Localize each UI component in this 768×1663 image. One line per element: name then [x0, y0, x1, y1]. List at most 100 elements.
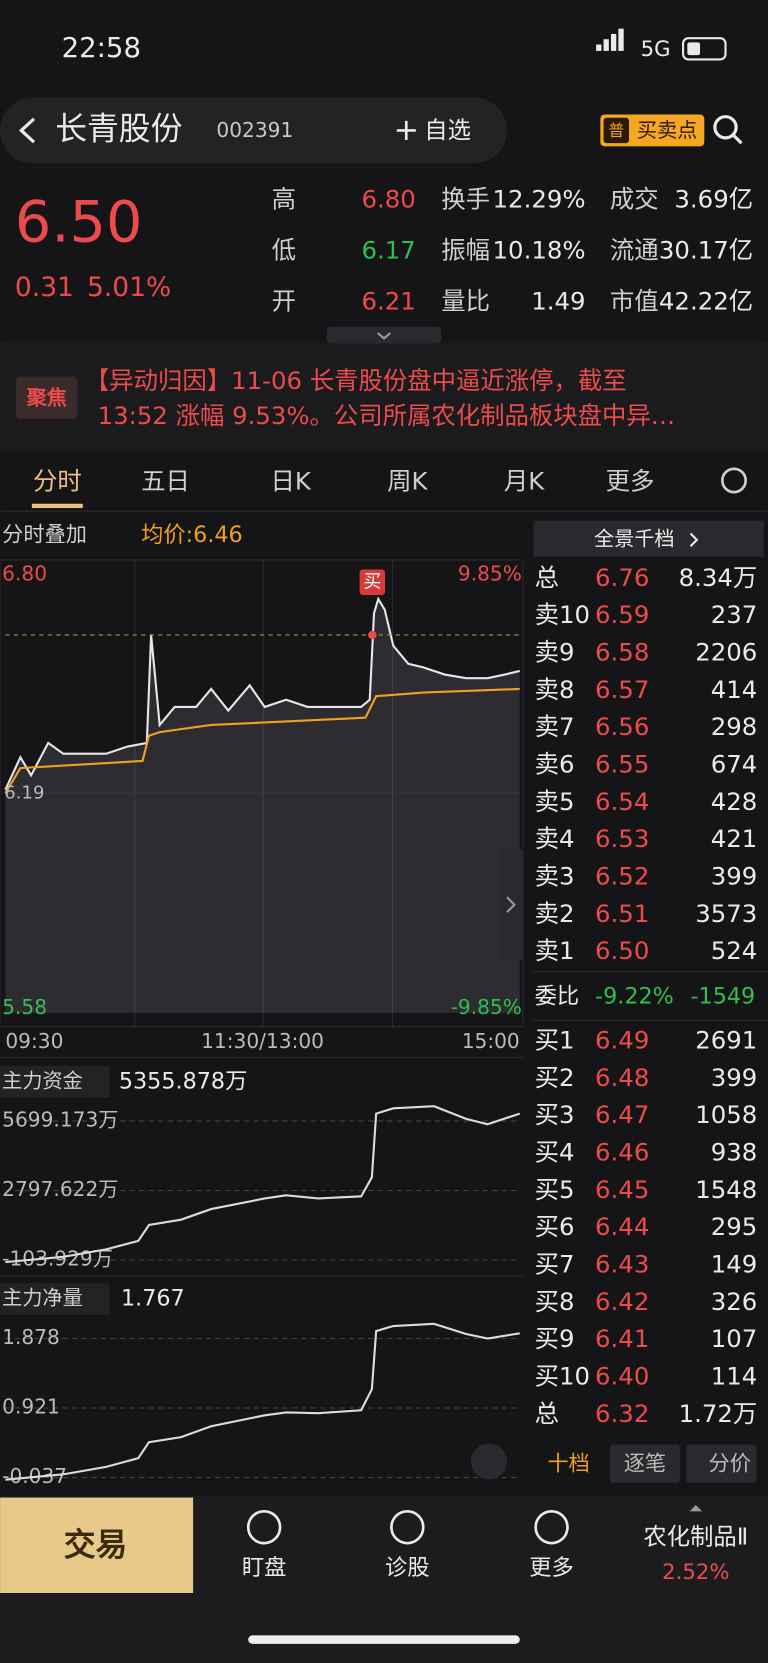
- signal-label: 买: [363, 571, 381, 592]
- prev-close-label: 6.19: [4, 782, 44, 803]
- book-price: 6.45: [595, 1175, 649, 1204]
- book-price: 6.52: [595, 862, 649, 891]
- nav-icon[interactable]: [534, 1510, 569, 1545]
- book-volume: 524: [711, 936, 758, 965]
- signal-badge: [359, 569, 386, 595]
- book-price: 6.59: [595, 600, 649, 629]
- overlay-button: 分时叠加: [2, 523, 87, 548]
- settings-icon[interactable]: [721, 467, 747, 494]
- tab[interactable]: 分时: [33, 467, 82, 496]
- tab[interactable]: 周K: [387, 467, 428, 496]
- badge-label: 买卖点: [637, 118, 697, 142]
- book-tab[interactable]: 逐笔: [624, 1452, 666, 1477]
- tab[interactable]: 五日: [141, 467, 190, 496]
- plus-icon[interactable]: [396, 120, 416, 140]
- panel-value: 5355.878万: [119, 1068, 248, 1094]
- fullscreen-button[interactable]: [470, 1443, 508, 1480]
- nav-label[interactable]: 更多: [529, 1555, 574, 1581]
- battery: [682, 37, 727, 61]
- expand-tab[interactable]: [498, 848, 523, 961]
- nav-label[interactable]: 诊股: [385, 1555, 430, 1581]
- trade-label[interactable]: 交易: [64, 1525, 128, 1563]
- change: 0.31: [15, 272, 74, 303]
- dropdown-box[interactable]: [0, 1065, 110, 1098]
- book-label: 卖5: [535, 787, 575, 816]
- book-price: 6.56: [595, 712, 649, 741]
- book-label: 卖3: [535, 862, 575, 891]
- book-volume: 1058: [695, 1100, 757, 1129]
- book-label: 买5: [535, 1175, 575, 1204]
- expand-arrow: [506, 896, 516, 913]
- book-title: 全景千档: [594, 526, 675, 550]
- sector-caret: [689, 1504, 703, 1512]
- book-label: 卖4: [535, 824, 575, 853]
- series-line: [4, 596, 521, 791]
- book-price: 6.44: [595, 1212, 649, 1241]
- book-label: 买2: [535, 1063, 575, 1092]
- book-price: 6.53: [595, 824, 649, 853]
- nav-icon[interactable]: [246, 1510, 282, 1545]
- sector-name[interactable]: 农化制品Ⅱ: [643, 1522, 748, 1550]
- battery-level: [687, 42, 701, 56]
- network: 5G: [641, 37, 671, 62]
- book-tab-box[interactable]: [686, 1444, 757, 1483]
- book-tab-box[interactable]: [609, 1444, 680, 1483]
- ratio-diff: -1549: [691, 983, 756, 1009]
- book-label: 卖9: [535, 638, 575, 667]
- home-indicator: [248, 1635, 520, 1644]
- book-price: 6.58: [595, 638, 649, 667]
- book-volume: 1.72万: [679, 1399, 758, 1428]
- news-badge-box: [15, 376, 78, 419]
- book-price: 6.40: [595, 1361, 649, 1390]
- book-tab[interactable]: 分价: [709, 1452, 751, 1477]
- book-label: 买7: [535, 1249, 575, 1278]
- book-arrow: [689, 532, 699, 547]
- back-icon[interactable]: [18, 117, 36, 144]
- news-badge: 聚焦: [26, 385, 67, 409]
- book-volume: 938: [711, 1137, 758, 1166]
- nav-icon[interactable]: [390, 1510, 425, 1545]
- book-price: 6.54: [595, 787, 649, 816]
- book-header[interactable]: [533, 520, 764, 557]
- y-tick-label: 0.921: [2, 1394, 60, 1418]
- area: [5, 598, 520, 1013]
- book-price: 6.48: [595, 1063, 649, 1092]
- book-tab[interactable]: 十档: [547, 1452, 589, 1477]
- nav-label[interactable]: 盯盘: [242, 1555, 287, 1581]
- chart-frame: [0, 559, 524, 1028]
- book-volume: 237: [711, 600, 758, 629]
- news-bar: [0, 342, 768, 451]
- book-price: 6.43: [595, 1249, 649, 1278]
- ratio-label: 委比: [535, 983, 580, 1009]
- book-price: 6.46: [595, 1137, 649, 1166]
- tab-underline: [31, 503, 83, 509]
- search-icon[interactable]: [713, 115, 738, 140]
- book-label: 总: [535, 1399, 559, 1428]
- book-label: 买10: [535, 1361, 590, 1390]
- stock-name: 长青股份: [55, 109, 182, 147]
- tab[interactable]: 日K: [270, 467, 311, 496]
- badge-icon: 普: [608, 121, 624, 140]
- book-price: 6.49: [595, 1025, 649, 1054]
- dropdown-box[interactable]: [0, 1283, 110, 1316]
- watch-button: 自选: [424, 116, 471, 144]
- stat-label: 流通: [610, 235, 659, 264]
- book-volume: 2206: [695, 638, 757, 667]
- book-label: 买3: [535, 1100, 575, 1129]
- book-volume: 3573: [695, 899, 757, 928]
- book-volume: 674: [711, 750, 758, 779]
- trade-button[interactable]: [0, 1497, 194, 1594]
- book-volume: 2691: [695, 1025, 757, 1054]
- book-label: 卖1: [535, 936, 575, 965]
- price: 6.50: [15, 189, 143, 256]
- signal-bar: [610, 33, 617, 51]
- sector-change: 2.52%: [662, 1560, 729, 1585]
- tab[interactable]: 月K: [504, 467, 545, 496]
- book-label: 卖2: [535, 899, 575, 928]
- stat-label: 开: [272, 286, 296, 315]
- book-volume: 149: [711, 1249, 758, 1278]
- signal-dot: [368, 630, 377, 640]
- book-price: 6.76: [595, 563, 649, 592]
- expand-handle[interactable]: [326, 326, 442, 344]
- tab[interactable]: 更多: [606, 467, 655, 496]
